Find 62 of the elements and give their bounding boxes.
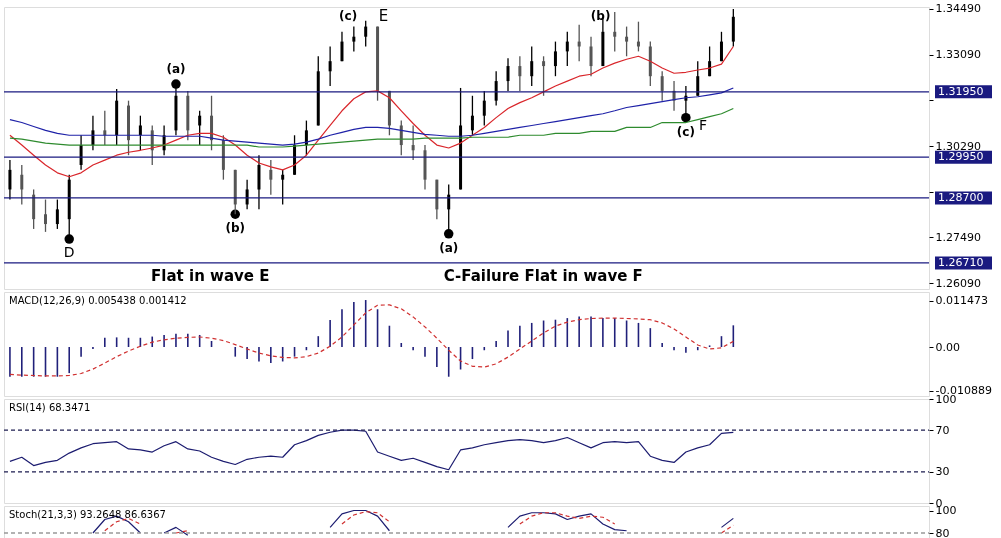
y-tick-label: 1.30290 <box>935 139 981 153</box>
y-tick-label: 1.34490 <box>935 2 981 16</box>
candlestick <box>482 90 486 127</box>
annotation: Flat in wave E <box>151 267 270 285</box>
line-series <box>9 45 734 178</box>
candlestick <box>518 55 522 92</box>
y-tick-label: 0.00 <box>935 340 960 354</box>
ref-line-label: 1.28700 <box>938 190 984 204</box>
chart-title: Stoch(21,3,3) 93.2648 86.6367 <box>9 509 166 520</box>
candlestick <box>352 25 356 53</box>
annotation: D <box>63 244 75 261</box>
annotation: (c) <box>339 9 358 23</box>
candlestick <box>44 198 48 233</box>
annotation: C-Failure Flat in wave F <box>443 267 643 285</box>
chart-title: MACD(12,26,9) 0.005438 0.001412 <box>9 295 187 306</box>
ref-line-label: 1.26710 <box>938 255 984 269</box>
candlestick <box>198 110 202 146</box>
line-series <box>9 429 734 471</box>
candlestick <box>553 40 557 77</box>
candlestick <box>613 11 617 53</box>
candlestick <box>625 25 629 57</box>
candlestick <box>719 31 723 62</box>
y-tick-label: 1.27490 <box>935 230 981 244</box>
annotation: (b) <box>590 9 611 23</box>
candlestick <box>696 60 700 97</box>
candlestick <box>281 169 285 206</box>
candlestick <box>542 55 546 97</box>
line-series <box>9 304 734 377</box>
candlestick <box>411 124 415 161</box>
candlestick <box>530 45 534 87</box>
y-tick-label: 70 <box>935 423 950 437</box>
candlestick <box>565 31 569 67</box>
candlestick <box>269 159 273 196</box>
chart-title: RSI(14) 68.3471 <box>9 402 91 413</box>
ref-line-label: 1.31950 <box>938 84 984 98</box>
candlestick <box>494 70 498 107</box>
candlestick <box>399 119 403 156</box>
annotation: (c) <box>676 124 695 139</box>
y-tick-label: 80 <box>935 526 950 538</box>
y-tick-label: 1.26090 <box>935 276 981 290</box>
annotation: (b) <box>225 221 246 236</box>
y-tick-label: 30 <box>935 465 950 479</box>
candlestick <box>364 20 368 48</box>
candlestick <box>660 70 664 102</box>
annotation: (a) <box>166 62 186 77</box>
annotation: E <box>378 7 389 25</box>
candlestick <box>470 95 474 136</box>
y-tick-label: 0.011473 <box>935 294 988 308</box>
annotation: (a) <box>439 240 459 255</box>
candlestick <box>138 115 142 151</box>
candlestick <box>8 159 12 201</box>
candlestick <box>20 164 24 206</box>
candlestick <box>589 36 593 77</box>
ref-line-label: 1.29950 <box>938 150 984 164</box>
candlestick <box>55 198 59 230</box>
candlestick <box>103 110 107 146</box>
annotation: F <box>698 116 707 133</box>
candlestick <box>328 45 332 87</box>
candlestick <box>506 57 510 92</box>
y-tick-label: 1.33090 <box>935 48 981 62</box>
candlestick <box>340 31 344 62</box>
candlestick <box>127 100 131 156</box>
